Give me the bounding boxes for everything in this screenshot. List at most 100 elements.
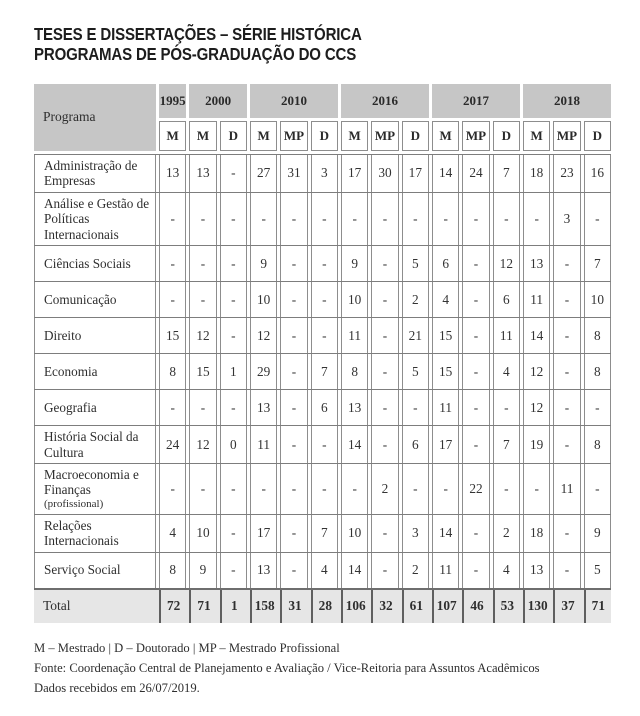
value-cell: 16 [583,154,611,192]
value-cell: - [492,390,520,426]
value-cell: 13 [189,154,217,192]
value-cell: - [219,246,247,282]
table-row: Geografia - - -13-6 13- -11- -12- - [34,389,611,426]
value-cell: 3 [553,192,581,246]
value-cell: - [219,192,247,246]
value-cell: - [371,514,399,552]
value-cell: 11 [432,390,460,426]
degree-header: M [159,120,187,151]
value-cell: 7 [583,246,611,282]
value-cell: 7 [492,426,520,463]
value-cell: 13 [341,390,369,426]
value-cell: - [219,318,247,354]
value-cell: - [553,282,581,318]
value-cell: - [371,390,399,426]
value-cell: - [432,463,460,514]
value-cell: - [219,154,247,192]
table-header: Programa 1995 2000 2010 2016 2017 2018 M… [34,83,611,151]
value-cell: - [219,282,247,318]
value-cell: 21 [401,318,429,354]
value-cell: 10 [341,514,369,552]
table-row: Ciências Sociais - - -9- -9-5 6-12 13-7 [34,245,611,282]
value-cell: 17 [432,426,460,463]
value-cell: 4 [432,282,460,318]
total-value-cell: 53 [492,589,520,623]
value-cell: - [310,192,338,246]
degree-header: D [492,120,520,151]
value-cell: 17 [341,154,369,192]
value-cell: 15 [432,318,460,354]
value-cell: 23 [553,154,581,192]
program-name: Geografia [34,390,156,426]
value-cell: 2 [401,282,429,318]
theses-table: Programa 1995 2000 2010 2016 2017 2018 M… [34,83,611,623]
value-cell: 7 [492,154,520,192]
value-cell: - [280,192,308,246]
value-cell: 13 [523,246,551,282]
value-cell: - [159,390,187,426]
value-cell: 8 [583,318,611,354]
value-cell: - [371,246,399,282]
value-cell: - [462,552,490,588]
value-cell: - [583,390,611,426]
value-cell: - [553,514,581,552]
program-name: Relações Internacionais [34,514,156,552]
table-row: Comunicação - - -10- -10-2 4-6 11-10 [34,281,611,318]
value-cell: 13 [250,390,278,426]
value-cell: - [371,318,399,354]
value-cell: 4 [492,552,520,588]
value-cell: - [523,192,551,246]
value-cell: 22 [462,463,490,514]
value-cell: - [553,390,581,426]
total-value-cell: 1 [219,589,247,623]
value-cell: - [280,246,308,282]
value-cell: 1 [219,354,247,390]
value-cell: - [341,192,369,246]
value-cell: - [310,282,338,318]
value-cell: 11 [523,282,551,318]
value-cell: 5 [583,552,611,588]
value-cell: - [219,514,247,552]
value-cell: 2 [401,552,429,588]
year-header-2010: 2010 [250,83,338,118]
value-cell: 11 [432,552,460,588]
degree-header: D [401,120,429,151]
value-cell: 6 [401,426,429,463]
value-cell: - [553,354,581,390]
value-cell: 5 [401,246,429,282]
value-cell: 10 [341,282,369,318]
value-cell: - [401,390,429,426]
value-cell: - [219,390,247,426]
value-cell: 12 [523,354,551,390]
value-cell: 8 [159,354,187,390]
degree-header: MP [553,120,581,151]
program-name: Administração de Empresas [34,154,156,192]
value-cell: 13 [523,552,551,588]
value-cell: - [280,426,308,463]
value-cell: 10 [189,514,217,552]
value-cell: - [583,192,611,246]
program-note: (profissional) [44,497,104,510]
value-cell: 4 [310,552,338,588]
value-cell: - [341,463,369,514]
value-cell: - [250,192,278,246]
value-cell: 4 [159,514,187,552]
value-cell: - [189,282,217,318]
table-row: Administração de Empresas 13 13-27 31 3 17 30 1… [34,153,611,192]
value-cell: - [371,354,399,390]
value-cell: 13 [250,552,278,588]
column-header-programa: Programa [34,83,156,151]
value-cell: 3 [401,514,429,552]
year-header-2017: 2017 [432,83,520,118]
total-row: Total 72 71 1 158 31 28 106 32 61 107 46 53 130 37 71 [34,587,611,623]
value-cell: - [462,514,490,552]
value-cell: - [280,514,308,552]
total-value-cell: 46 [462,589,489,623]
value-cell: 6 [492,282,520,318]
total-label: Total [43,598,71,614]
value-cell: - [159,246,187,282]
degree-header: D [583,120,611,151]
value-cell: 9 [189,552,217,588]
value-cell: - [492,192,520,246]
value-cell: - [432,192,460,246]
